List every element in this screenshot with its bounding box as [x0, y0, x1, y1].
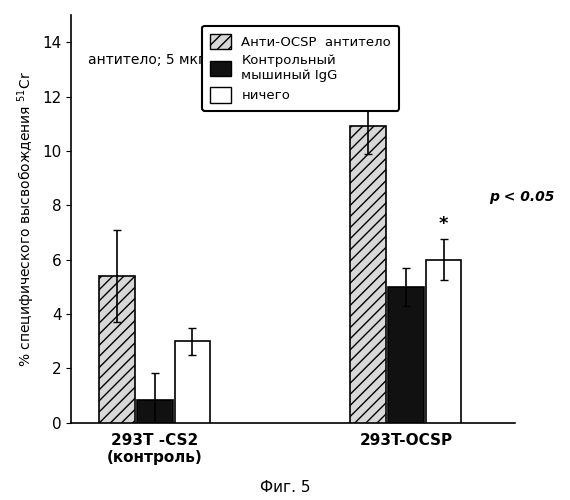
Text: p < 0.05: p < 0.05 [490, 190, 555, 204]
Text: антитело; 5 мкг/мл: антитело; 5 мкг/мл [88, 53, 229, 67]
Bar [137, 400, 173, 423]
Bar [174, 342, 210, 423]
Text: Фиг. 5: Фиг. 5 [260, 480, 310, 495]
Text: *: * [364, 74, 373, 92]
Bar [388, 287, 424, 423]
Legend: Анти-OCSP  антитело, Контрольный
мышиный IgG, ничего: Анти-OCSP антитело, Контрольный мышиный … [202, 26, 399, 110]
Text: *: * [439, 214, 448, 232]
Bar [99, 276, 135, 423]
Bar [426, 260, 461, 423]
Y-axis label: % специфического высвобождения $^{51}$Cr: % специфического высвобождения $^{51}$Cr [15, 71, 36, 367]
Bar [351, 126, 386, 423]
